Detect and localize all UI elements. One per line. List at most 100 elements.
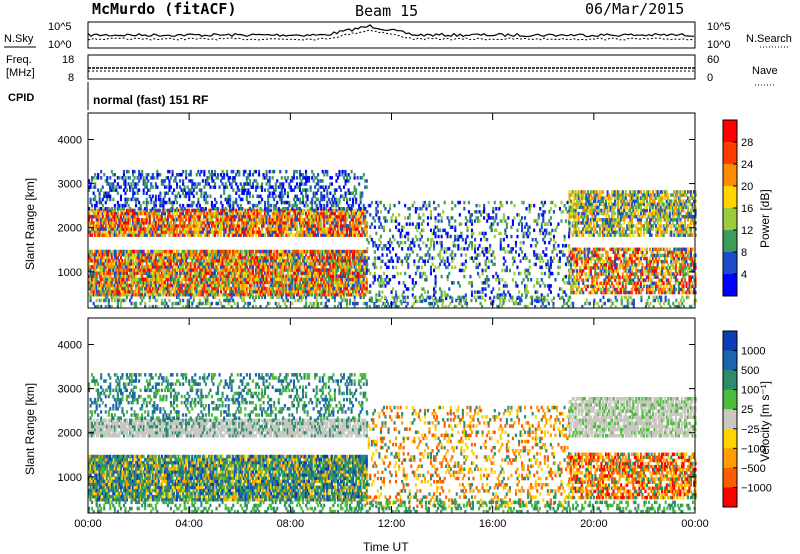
power-cell (220, 255, 223, 260)
power-cell (309, 233, 312, 237)
cpid-label: CPID (8, 92, 34, 104)
power-cell (89, 274, 92, 278)
power-cell (286, 194, 289, 199)
power-cell (233, 227, 236, 231)
power-cell (141, 211, 144, 216)
power-cell (390, 259, 393, 263)
power-cell (300, 286, 303, 291)
power-cell (329, 218, 332, 222)
power-cell (144, 230, 147, 234)
power-cell (224, 197, 227, 202)
power-cell (185, 252, 188, 257)
power-cell (179, 286, 182, 291)
power-cell (150, 249, 153, 254)
power-cell (138, 289, 141, 294)
power-cell (112, 173, 115, 177)
power-cell (197, 230, 200, 234)
power-cell (168, 221, 171, 225)
power-cell (292, 293, 296, 297)
power-cell (336, 252, 340, 257)
power-cell (176, 262, 179, 266)
power-cell (112, 224, 115, 228)
power-cell (353, 259, 356, 263)
power-cell (292, 224, 296, 228)
power-cell (341, 227, 344, 231)
power-cell (125, 227, 129, 231)
power-cell (344, 182, 347, 186)
power-cell (327, 268, 330, 272)
power-cell (233, 208, 236, 213)
power-cell (174, 265, 177, 269)
power-cell (352, 289, 355, 294)
power-cell (210, 271, 214, 275)
power-cell (305, 169, 308, 174)
power-cell (194, 182, 197, 186)
power-cell (162, 262, 165, 266)
power-cell (101, 230, 104, 234)
power-cell (104, 221, 107, 225)
power-cell (369, 290, 372, 294)
power-cell (261, 265, 264, 269)
power-cell (188, 252, 191, 257)
power-cell (186, 271, 189, 275)
power-cell (312, 194, 315, 199)
power-cell (359, 224, 362, 228)
power-cell (294, 211, 297, 216)
power-cell (330, 221, 333, 225)
power-cell (113, 293, 116, 297)
power-cell (324, 211, 327, 216)
power-cell (264, 255, 267, 260)
power-cell (361, 289, 364, 294)
power-cell (183, 277, 186, 282)
power-cell (359, 293, 362, 297)
power-cell (250, 262, 253, 266)
power-cell (121, 268, 124, 272)
power-cell (248, 182, 252, 186)
power-cell (256, 221, 259, 225)
power-cell (101, 203, 104, 208)
power-cell (171, 259, 174, 263)
power-cell (138, 255, 141, 260)
power-cell (132, 252, 135, 257)
power-cell (103, 289, 106, 294)
power-cell (314, 262, 317, 266)
power-cell (338, 218, 341, 222)
power-cell (346, 265, 349, 269)
power-cell (91, 233, 94, 237)
power-cell (291, 255, 294, 260)
power-cell (91, 274, 94, 278)
power-cell (362, 207, 365, 211)
power-cell (176, 194, 179, 199)
power-cell (185, 173, 188, 177)
power-cell (369, 271, 372, 276)
power-cell (341, 230, 344, 234)
power-cell (148, 268, 151, 272)
power-cell (329, 182, 332, 186)
power-cell (305, 200, 308, 205)
power-cell (215, 230, 218, 234)
power-cell (261, 227, 264, 231)
power-cell (209, 255, 212, 260)
power-cell (346, 233, 349, 237)
power-cell (248, 271, 252, 275)
power-cell (311, 255, 314, 260)
power-cell (141, 293, 144, 297)
power-cell (362, 271, 365, 275)
power-cell (311, 218, 314, 222)
power-cell (160, 208, 163, 213)
power-cell (244, 293, 247, 297)
power-cell (209, 293, 212, 297)
power-cell (271, 286, 274, 291)
power-cell (135, 265, 138, 269)
power-cell (292, 271, 296, 275)
power-cell (280, 218, 283, 222)
power-cell (226, 262, 229, 266)
power-cell (138, 233, 141, 237)
power-cell (361, 265, 364, 269)
power-cell (169, 293, 173, 297)
power-cell (109, 280, 112, 285)
power-cell (119, 280, 123, 285)
power-cell (352, 218, 355, 222)
power-cell (392, 287, 395, 291)
power-cell (188, 289, 191, 294)
